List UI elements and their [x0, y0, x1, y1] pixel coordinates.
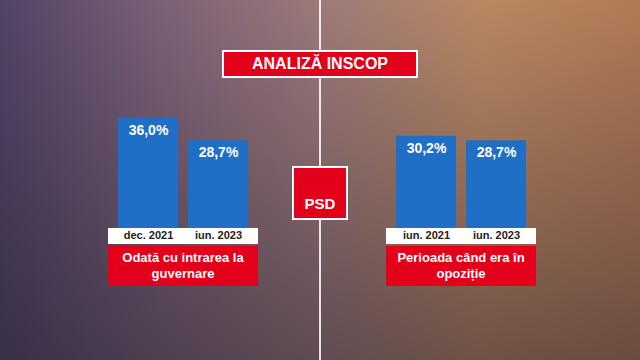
svg-text:iun. 2023: iun. 2023	[473, 229, 520, 241]
svg-text:28,7%: 28,7%	[477, 144, 517, 160]
html-text:Odată cu intrarea la guvernare: Odată cu intrarea la guvernare	[122, 250, 244, 281]
svg-text:iun. 2023: iun. 2023	[195, 229, 242, 241]
svg-text:iun. 2021: iun. 2021	[403, 229, 450, 241]
html-text:PSD: PSD	[304, 195, 336, 212]
html-text:Perioada când era în opoziție: Perioada când era în opoziție	[397, 250, 525, 281]
svg-text:36,0%: 36,0%	[129, 122, 169, 138]
html-text:ANALIZĂ INSCOP: ANALIZĂ INSCOP	[252, 55, 388, 72]
svg-text:dec. 2021: dec. 2021	[124, 229, 174, 241]
svg-text:30,2%: 30,2%	[407, 140, 447, 156]
svg-text:28,7%: 28,7%	[199, 144, 239, 160]
